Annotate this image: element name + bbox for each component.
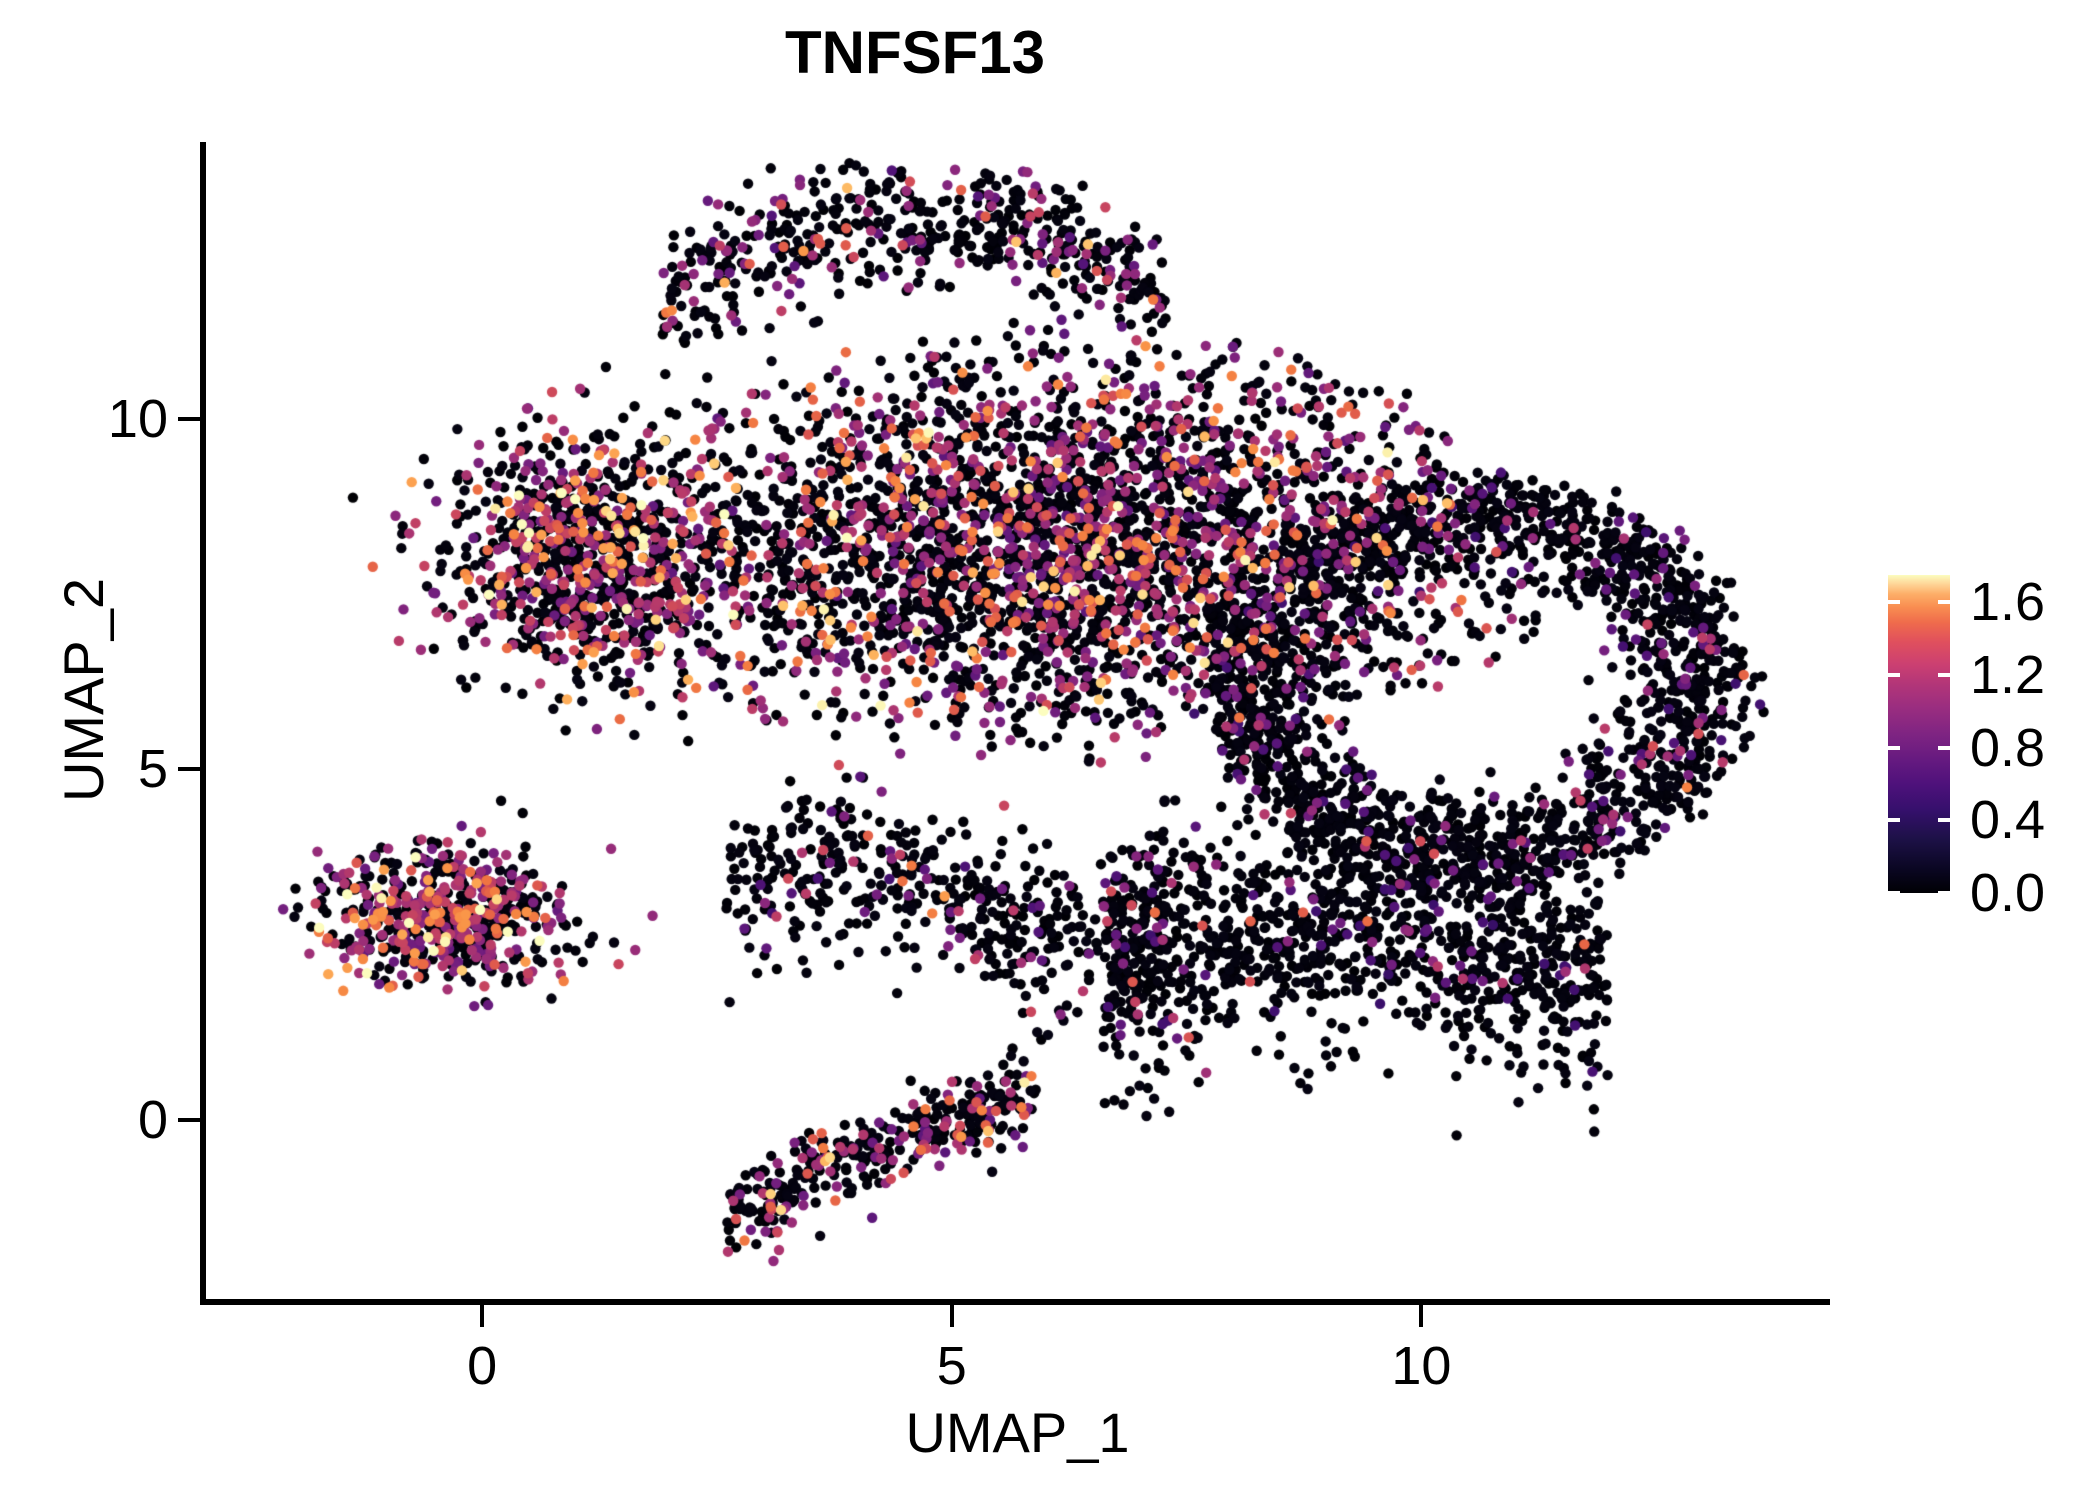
y-axis-title: UMAP_2 — [52, 577, 115, 803]
colorbar-tick-mark — [1888, 672, 1900, 677]
x-tick-label: 0 — [467, 1336, 498, 1396]
colorbar-tick-label: 1.2 — [1970, 644, 2046, 705]
y-tick-label: 10 — [107, 388, 168, 449]
colorbar-tick-mark — [1938, 745, 1950, 750]
colorbar-tick-mark — [1938, 891, 1950, 895]
colorbar-tick-mark — [1888, 600, 1900, 605]
x-tick-mark — [480, 1305, 485, 1327]
colorbar-tick-mark — [1888, 891, 1900, 895]
y-tick-mark — [178, 1117, 202, 1122]
page-title: TNFSF13 — [784, 19, 1046, 86]
colorbar-tick-label: 0.4 — [1970, 790, 2046, 851]
colorbar-tick-mark — [1888, 818, 1900, 823]
x-axis-line — [200, 1299, 1830, 1305]
colorbar-gradient — [1888, 575, 1950, 893]
x-axis-title: UMAP_1 — [905, 1401, 1130, 1464]
x-tick-label: 5 — [936, 1336, 967, 1396]
colorbar-tick-label: 0.0 — [1970, 863, 2046, 923]
y-tick-label: 5 — [137, 739, 168, 800]
colorbar-tick-mark — [1938, 818, 1950, 823]
x-tick-mark — [949, 1305, 954, 1327]
colorbar-tick-mark — [1888, 745, 1900, 750]
y-tick-mark — [178, 416, 202, 421]
x-tick-label: 10 — [1391, 1336, 1452, 1396]
colorbar-tick-label: 0.8 — [1970, 717, 2046, 778]
colorbar-tick-mark — [1938, 600, 1950, 605]
y-tick-mark — [178, 767, 202, 772]
x-tick-mark — [1419, 1305, 1424, 1327]
scatter-plot-panel[interactable] — [205, 142, 1830, 1302]
colorbar-tick-mark — [1938, 672, 1950, 677]
scatter-points-layer — [205, 142, 1830, 1302]
color-legend[interactable]: 0.0 0.4 0.8 1.2 1.6 — [1888, 572, 2088, 923]
y-tick-label: 0 — [137, 1089, 168, 1150]
colorbar-tick-label: 1.6 — [1970, 572, 2046, 633]
y-axis-line — [200, 142, 206, 1305]
